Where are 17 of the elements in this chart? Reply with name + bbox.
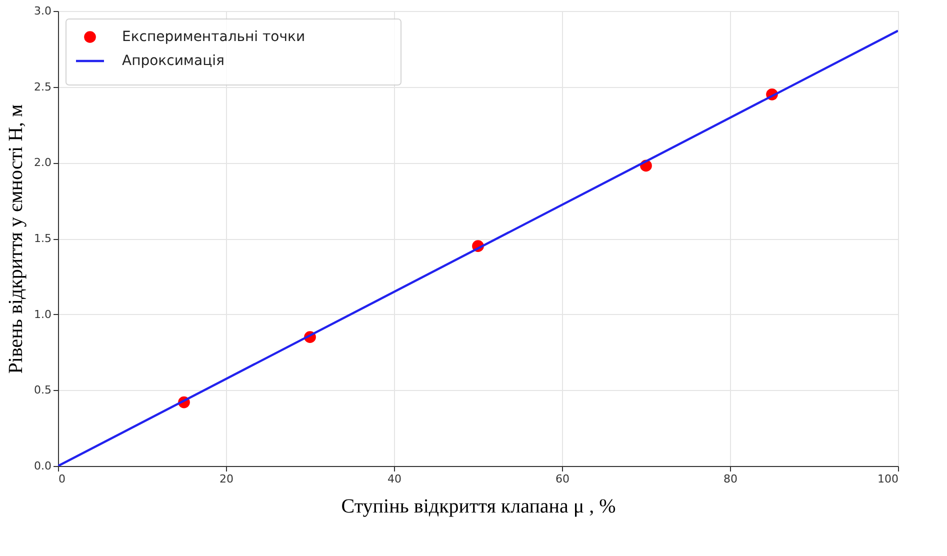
y-tick-label: 2.0 bbox=[34, 156, 52, 170]
x-tick-label: 80 bbox=[724, 472, 738, 486]
y-tick-label: 3.0 bbox=[34, 4, 52, 18]
y-tick-label: 2.5 bbox=[34, 80, 52, 94]
legend-label: Апроксимація bbox=[122, 53, 224, 69]
y-axis-title: Рівень відкриття у ємності H, м bbox=[5, 104, 28, 374]
x-axis-title: Ступінь відкриття клапана μ , % bbox=[341, 496, 616, 518]
legend-label: Експериментальні точки bbox=[122, 29, 306, 45]
x-tick-label: 100 bbox=[878, 472, 898, 486]
y-tick-label: 1.5 bbox=[34, 232, 52, 245]
x-tick-label: 40 bbox=[388, 472, 402, 486]
x-tick-label: 0 bbox=[58, 472, 66, 486]
x-tick-label: 60 bbox=[556, 472, 570, 486]
y-tick-label: 0.0 bbox=[34, 460, 52, 472]
y-tick-label: 0.5 bbox=[34, 384, 52, 397]
y-tick-label: 1.0 bbox=[34, 308, 52, 321]
x-tick-label: 20 bbox=[220, 472, 234, 486]
